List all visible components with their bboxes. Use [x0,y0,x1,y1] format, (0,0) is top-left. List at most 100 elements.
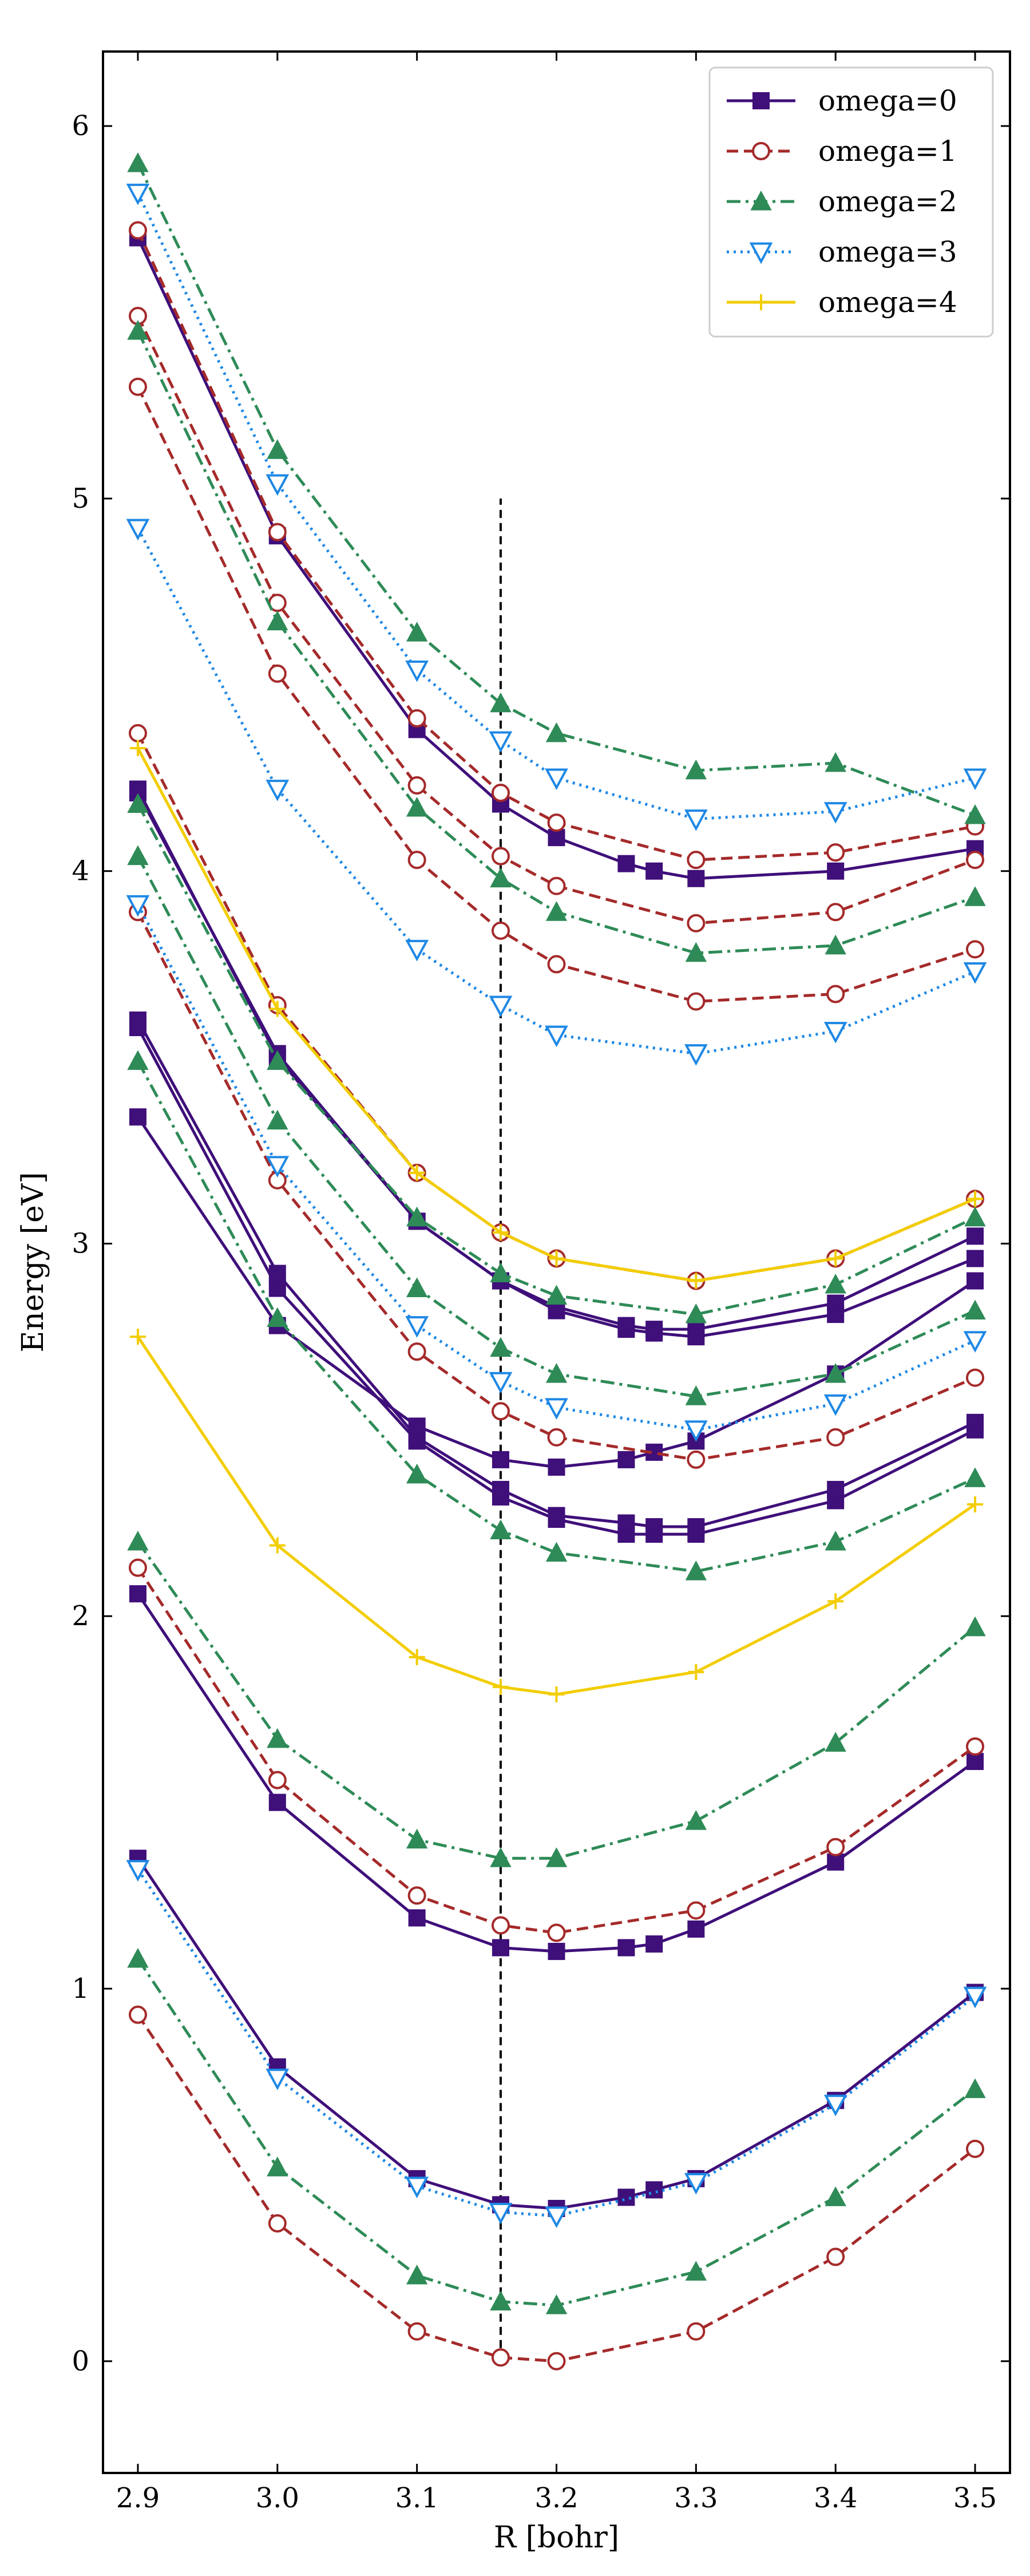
series-polyline [136,1060,976,1573]
data-point-marker [825,1273,846,1294]
data-point-marker [545,901,568,921]
data-point-marker [491,784,510,803]
legend-entry: omega=2 [727,185,957,218]
data-point-marker [645,2181,663,2199]
series-polyline [136,315,976,925]
data-point-marker [617,1514,635,1532]
curves-layer [126,152,987,2370]
data-point-marker [964,886,986,906]
series-polyline [136,1019,976,1528]
legend-label: omega=1 [818,135,957,168]
legend-entry: omega=4 [727,286,957,319]
axes-layer: 2.9 3.0 3.1 3.2 3.3 3.4 3.5 0 1 2 3 4 5 6 R [bohr] Ener… [16,50,1011,2555]
data-point-marker [406,622,428,642]
data-point-marker [127,1530,149,1551]
legend-entry: omega=1 [727,135,957,168]
data-point-marker [966,851,985,870]
data-point-marker [491,847,510,866]
series-line [128,1558,985,1942]
series-polyline [136,163,976,817]
data-point-marker [489,995,513,1018]
data-point-marker [127,152,149,172]
data-point-marker [489,2203,513,2225]
data-point-marker [126,1860,150,1882]
series-polyline [136,237,976,880]
data-point-marker [547,813,566,832]
data-point-marker [129,1012,146,1029]
data-point-marker [963,768,987,791]
data-point-marker [492,1939,509,1957]
data-point-marker [825,2186,846,2206]
series-line [129,1329,984,1702]
series-line [128,377,985,1011]
data-point-marker [545,1285,568,1305]
series-line [128,221,985,870]
data-point-marker [685,1560,707,1581]
data-point-marker [749,242,773,264]
data-point-marker [826,903,845,922]
series-polyline [136,803,976,1316]
data-point-marker [545,2206,568,2229]
data-point-marker [490,867,512,888]
data-point-marker [547,2352,566,2370]
data-point-marker [685,759,707,780]
data-point-marker [545,1363,568,1383]
data-point-marker [267,1307,288,1327]
series-polyline [136,330,976,955]
data-point-marker [750,190,772,211]
data-point-marker [823,1022,847,1044]
data-point-marker [268,664,287,683]
data-point-marker [407,709,426,728]
series-polyline [136,1336,976,1696]
data-point-marker [825,1530,846,1551]
data-point-marker [826,2247,845,2266]
data-point-marker [489,1372,513,1394]
data-point-marker [491,2348,510,2367]
data-point-marker [406,2264,428,2285]
data-point-marker [617,1451,635,1468]
data-point-marker [827,862,845,880]
y-tick-label: 5 [72,483,89,515]
data-point-marker [966,1737,985,1756]
data-point-marker [645,1321,663,1338]
data-point-marker [406,796,428,817]
series-omega-2 [127,152,986,2314]
data-point-marker [268,1771,287,1789]
data-point-marker [405,660,429,682]
data-point-marker [548,1458,565,1476]
data-point-marker [687,1518,705,1536]
data-point-marker [128,1558,147,1577]
data-point-marker [408,1417,426,1435]
data-point-marker [266,1156,290,1178]
legend-label: omega=4 [818,286,957,319]
data-point-marker [684,2172,708,2195]
data-point-marker [617,1939,635,1957]
legend-label: omega=0 [818,84,957,117]
data-point-marker [490,1262,512,1282]
data-point-marker [128,221,147,240]
data-point-marker [966,940,985,959]
data-point-marker [685,1385,707,1405]
data-point-marker [687,1450,706,1469]
data-point-marker [752,142,770,160]
data-point-marker [406,1206,428,1227]
data-point-marker [545,1398,568,1420]
data-point-marker [491,921,510,940]
legend-entry: omega=0 [727,84,957,117]
data-point-marker [129,1108,146,1126]
data-point-marker [645,1518,663,1536]
data-point-marker [826,985,845,1003]
series-line [128,903,985,1469]
data-point-marker [687,2322,706,2341]
data-point-marker [407,2322,426,2341]
data-point-marker [267,1728,288,1748]
series-line [127,319,986,962]
y-tick-label: 4 [72,855,89,887]
series-line [127,1050,986,1581]
data-point-marker [966,1250,984,1267]
data-point-marker [547,1923,566,1942]
series-polyline [136,1593,976,1953]
series-omega-0 [129,229,984,2217]
data-point-marker [268,1793,286,1811]
data-point-marker [405,939,429,962]
